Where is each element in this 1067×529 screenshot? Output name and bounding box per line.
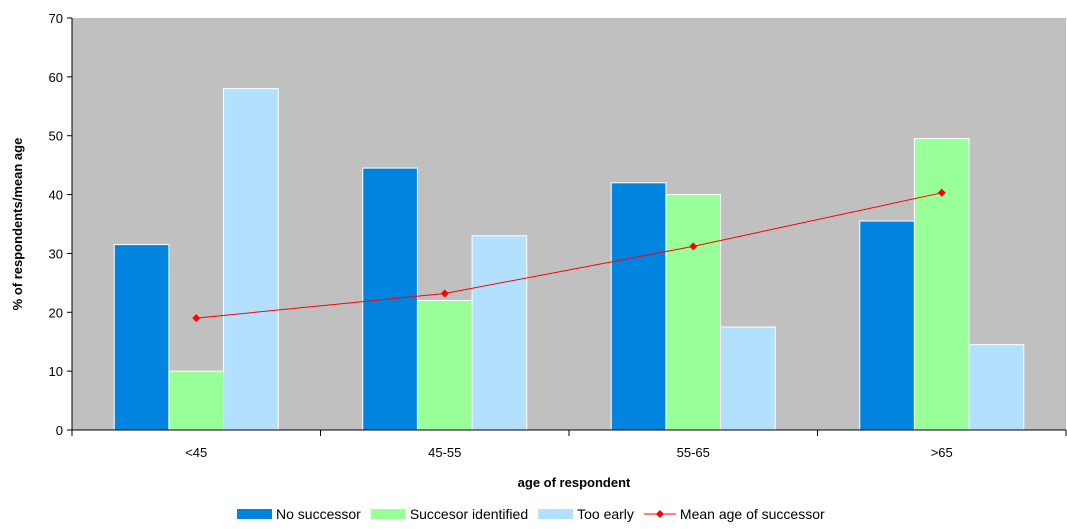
line-marker-2 [689, 242, 698, 251]
legend-swatch-too-early [538, 509, 574, 519]
y-axis-title: % of respondents/mean age [10, 138, 25, 311]
bar-succesor-identified-0 [168, 370, 225, 431]
y-tick-label: 50 [49, 129, 63, 144]
bar-no-successor-2 [610, 182, 667, 431]
y-tick-label: 0 [56, 423, 63, 438]
line-marker-1 [440, 289, 449, 298]
bar-too-early-1 [471, 235, 528, 431]
legend-swatch-succesor-identified [370, 509, 406, 519]
legend-label-succesor-identified: Succesor identified [410, 506, 528, 522]
y-tick-label: 30 [49, 246, 63, 261]
x-tick-label: 45-55 [428, 445, 461, 460]
line-series-group [192, 188, 946, 323]
legend-label-no-successor: No successor [276, 506, 361, 522]
bar-too-early-0 [223, 88, 279, 431]
bar-too-early-3 [968, 344, 1025, 431]
line-marker-0 [192, 314, 201, 323]
x-tick-label: >65 [931, 445, 953, 460]
legend-label-too-early: Too early [577, 506, 634, 522]
legend-swatch-no-successor [237, 509, 272, 519]
bar-too-early-2 [720, 326, 776, 431]
x-tick-label: 55-65 [677, 445, 710, 460]
line-marker-3 [937, 188, 946, 197]
bar-succesor-identified-2 [665, 194, 722, 431]
axes-group: 0 10 20 30 40 50 60 70 <45 45-55 55-65 >65 [49, 11, 1067, 460]
bars-group [113, 88, 1025, 431]
x-axis-title: age of respondent [518, 475, 631, 490]
y-tick-label: 70 [49, 11, 63, 26]
x-tick-label: <45 [185, 445, 207, 460]
bar-succesor-identified-3 [913, 138, 970, 431]
y-tick-label: 60 [49, 70, 63, 85]
line-mean-age-of-successor [196, 192, 942, 319]
y-tick-label: 40 [49, 188, 63, 203]
y-tick-label: 10 [49, 364, 63, 379]
bar-no-successor-0 [113, 244, 170, 431]
bar-succesor-identified-1 [416, 300, 473, 431]
legend: No successor Succesor identified Too early… [237, 506, 825, 522]
y-tick-label: 20 [49, 305, 63, 320]
legend-label-mean-age-of-successor: Mean age of successor [680, 506, 825, 522]
legend-marker-mean-age-of-successor [655, 510, 664, 518]
bar-no-successor-3 [859, 220, 915, 431]
